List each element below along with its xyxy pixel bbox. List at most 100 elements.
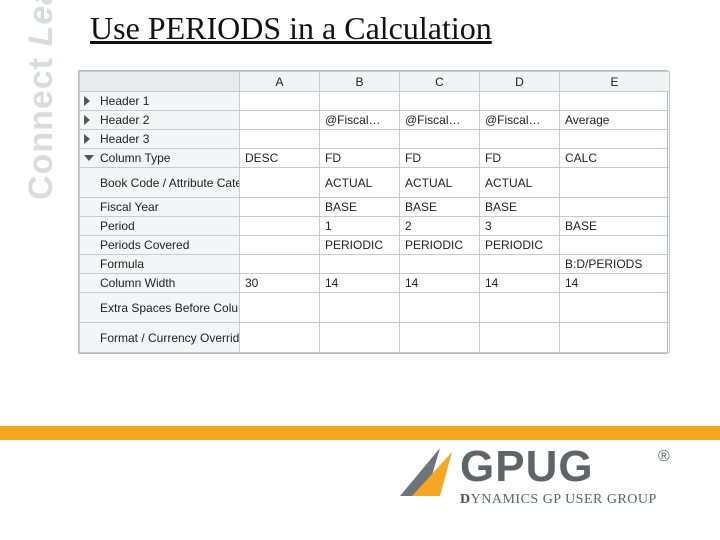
cell: 14 bbox=[560, 274, 670, 293]
cell bbox=[560, 198, 670, 217]
cell: PERIODIC bbox=[400, 236, 480, 255]
cell: 14 bbox=[400, 274, 480, 293]
row-label-text: Periods Covered bbox=[100, 238, 189, 252]
row-label-text: Fiscal Year bbox=[100, 200, 159, 214]
cell: 3 bbox=[480, 217, 560, 236]
cell bbox=[240, 92, 320, 111]
col-header: C bbox=[400, 72, 480, 92]
cell bbox=[400, 323, 480, 353]
cell bbox=[320, 323, 400, 353]
row-label-text: Column Width bbox=[100, 276, 175, 290]
cell: FD bbox=[320, 149, 400, 168]
table-row: Header 3 bbox=[80, 130, 670, 149]
cell bbox=[320, 130, 400, 149]
row-label: Column Type bbox=[80, 149, 240, 168]
row-label: Periods Covered bbox=[80, 236, 240, 255]
row-label: Formula bbox=[80, 255, 240, 274]
chevron-right-icon[interactable] bbox=[84, 96, 90, 106]
row-label-text: Period bbox=[100, 219, 135, 233]
cell: Average bbox=[560, 111, 670, 130]
side-motto: Connect Learn Share bbox=[22, 0, 61, 200]
row-label: Book Code / Attribute Category bbox=[80, 168, 240, 198]
side-word-learn: Learn bbox=[22, 0, 60, 47]
cell: 14 bbox=[320, 274, 400, 293]
chevron-down-icon[interactable] bbox=[84, 155, 94, 161]
registered-mark: ® bbox=[658, 448, 670, 466]
cell: 2 bbox=[400, 217, 480, 236]
col-header: A bbox=[240, 72, 320, 92]
cell bbox=[240, 198, 320, 217]
table: A B C D E Header 1 Header 2 @Fiscal…@Fisca… bbox=[79, 71, 670, 353]
table-row: Book Code / Attribute CategoryACTUALACTU… bbox=[80, 168, 670, 198]
gpug-logo: GPUG ® DYNAMICS GP USER GROUP bbox=[390, 446, 690, 522]
logo-subtitle: DYNAMICS GP USER GROUP bbox=[460, 492, 657, 508]
side-word-connect: Connect bbox=[22, 57, 60, 200]
cell: ACTUAL bbox=[320, 168, 400, 198]
row-label-text: Header 1 bbox=[100, 94, 149, 108]
cell: BASE bbox=[480, 198, 560, 217]
cell: ACTUAL bbox=[480, 168, 560, 198]
cell: PERIODIC bbox=[480, 236, 560, 255]
row-label-text: Format / Currency Override bbox=[100, 331, 240, 345]
logo-text: GPUG bbox=[460, 442, 594, 492]
cell bbox=[560, 323, 670, 353]
row-label: Header 3 bbox=[80, 130, 240, 149]
cell bbox=[560, 130, 670, 149]
table-row: Header 2@Fiscal…@Fiscal…@Fiscal…Average bbox=[80, 111, 670, 130]
cell: ACTUAL bbox=[400, 168, 480, 198]
row-label: Fiscal Year bbox=[80, 198, 240, 217]
cell: DESC bbox=[240, 149, 320, 168]
cell bbox=[560, 92, 670, 111]
table-row: Column TypeDESCFDFDFDCALC bbox=[80, 149, 670, 168]
cell bbox=[480, 323, 560, 353]
cell: FD bbox=[480, 149, 560, 168]
cell bbox=[240, 323, 320, 353]
table-row: Column Width3014141414 bbox=[80, 274, 670, 293]
cell bbox=[240, 111, 320, 130]
table-row: Header 1 bbox=[80, 92, 670, 111]
row-label-text: Header 3 bbox=[100, 132, 149, 146]
cell bbox=[560, 236, 670, 255]
row-label-text: Extra Spaces Before Column bbox=[100, 301, 240, 315]
cell bbox=[480, 255, 560, 274]
row-label: Header 1 bbox=[80, 92, 240, 111]
table-row: Periods CoveredPERIODICPERIODICPERIODIC bbox=[80, 236, 670, 255]
sail-icon bbox=[390, 446, 462, 506]
cell: BASE bbox=[560, 217, 670, 236]
col-header: D bbox=[480, 72, 560, 92]
cell bbox=[400, 293, 480, 323]
row-label-text: Header 2 bbox=[100, 113, 149, 127]
cell bbox=[400, 92, 480, 111]
row-label: Header 2 bbox=[80, 111, 240, 130]
cell: PERIODIC bbox=[320, 236, 400, 255]
table-row: FormulaB:D/PERIODS bbox=[80, 255, 670, 274]
cell: BASE bbox=[320, 198, 400, 217]
cell: 1 bbox=[320, 217, 400, 236]
table-row: Fiscal YearBASEBASEBASE bbox=[80, 198, 670, 217]
cell bbox=[240, 217, 320, 236]
cell bbox=[560, 168, 670, 198]
cell bbox=[240, 130, 320, 149]
chevron-right-icon[interactable] bbox=[84, 115, 90, 125]
cell: @Fiscal… bbox=[400, 111, 480, 130]
chevron-right-icon[interactable] bbox=[84, 134, 90, 144]
cell: CALC bbox=[560, 149, 670, 168]
row-label: Period bbox=[80, 217, 240, 236]
cell: 14 bbox=[480, 274, 560, 293]
cell: @Fiscal… bbox=[320, 111, 400, 130]
cell bbox=[560, 293, 670, 323]
col-header: E bbox=[560, 72, 670, 92]
table-row: Period 123BASE bbox=[80, 217, 670, 236]
slide: Connect Learn Share Use PERIODS in a Cal… bbox=[0, 0, 720, 540]
cell bbox=[480, 293, 560, 323]
cell bbox=[320, 92, 400, 111]
cell: 30 bbox=[240, 274, 320, 293]
row-label: Column Width bbox=[80, 274, 240, 293]
logo-sub-rest: YNAMICS GP USER GROUP bbox=[471, 492, 657, 507]
cell bbox=[480, 92, 560, 111]
cell bbox=[480, 130, 560, 149]
table-row: Format / Currency Override bbox=[80, 323, 670, 353]
column-header-row: A B C D E bbox=[80, 72, 670, 92]
cell: BASE bbox=[400, 198, 480, 217]
logo-sub-prefix: D bbox=[460, 492, 471, 507]
